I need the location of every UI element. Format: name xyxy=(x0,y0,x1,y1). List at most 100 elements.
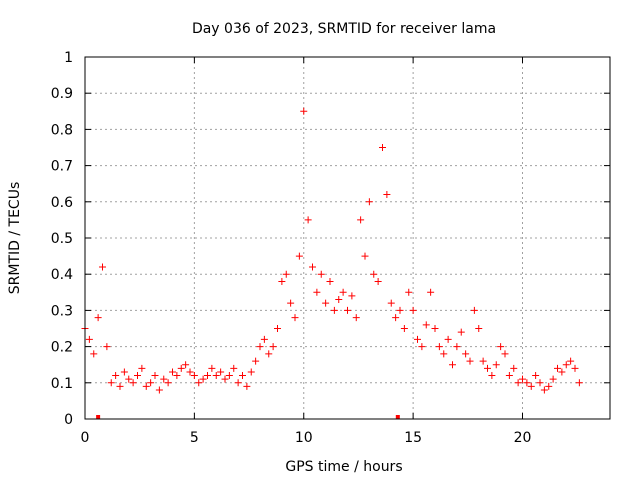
data-point xyxy=(142,382,150,390)
data-point xyxy=(484,364,491,372)
data-point xyxy=(431,325,439,332)
data-point xyxy=(514,379,522,387)
data-point xyxy=(335,296,343,304)
data-point xyxy=(462,350,470,358)
data-point xyxy=(400,325,408,332)
data-point xyxy=(204,372,211,380)
data-point xyxy=(527,382,535,390)
data-point xyxy=(147,379,155,387)
data-point xyxy=(282,270,290,278)
data-point xyxy=(457,328,465,336)
data-point xyxy=(291,314,299,322)
grid-lines xyxy=(85,57,610,419)
data-point xyxy=(488,372,496,380)
data-point xyxy=(392,314,400,322)
data-point xyxy=(558,368,566,376)
axis-ticks: 00.10.20.30.40.50.60.70.80.910 5 10 15 20 xyxy=(51,50,610,446)
y-tick-label: 0.6 xyxy=(51,195,73,211)
data-point xyxy=(562,361,570,369)
data-point xyxy=(549,375,557,383)
data-point xyxy=(322,299,330,307)
y-tick-label: 0.8 xyxy=(51,122,73,138)
gap-marker xyxy=(395,415,400,419)
y-tick-label: 0.3 xyxy=(51,303,73,319)
data-point xyxy=(470,306,478,314)
data-point xyxy=(326,277,334,285)
x-tick-label: 0 xyxy=(81,430,90,446)
data-point xyxy=(361,252,369,260)
x-tick-label: 5 xyxy=(190,430,199,446)
data-point xyxy=(234,379,242,387)
data-point xyxy=(208,364,216,372)
data-point xyxy=(260,335,268,343)
data-point xyxy=(265,350,273,358)
data-point xyxy=(221,375,229,383)
data-point xyxy=(418,343,426,351)
data-point xyxy=(330,306,338,314)
data-point xyxy=(440,350,448,358)
data-point xyxy=(85,335,93,343)
x-axis-title: GPS time / hours xyxy=(285,459,402,475)
data-point xyxy=(155,386,163,394)
data-point xyxy=(107,379,115,387)
data-point xyxy=(466,357,474,365)
data-point xyxy=(414,335,421,343)
y-tick-label: 0.5 xyxy=(51,231,73,247)
x-tick-label: 10 xyxy=(295,430,313,446)
data-point xyxy=(409,306,417,314)
data-point xyxy=(427,288,435,296)
data-point xyxy=(304,216,312,224)
data-point xyxy=(186,368,194,376)
data-point xyxy=(571,364,579,372)
data-point xyxy=(567,357,575,365)
data-point xyxy=(540,386,548,394)
data-point xyxy=(396,306,404,314)
data-point xyxy=(274,325,281,332)
data-point xyxy=(278,277,286,285)
data-point xyxy=(313,288,321,296)
data-point xyxy=(545,382,553,390)
data-points xyxy=(81,107,583,394)
data-point xyxy=(90,350,98,358)
data-point xyxy=(475,325,483,332)
data-point xyxy=(536,379,544,387)
data-point xyxy=(120,368,128,376)
y-tick-label: 0.9 xyxy=(51,86,73,102)
data-point xyxy=(195,379,203,387)
data-point xyxy=(505,372,513,380)
data-point xyxy=(169,368,176,376)
data-point xyxy=(519,375,526,383)
data-point xyxy=(256,343,264,351)
data-point xyxy=(103,343,111,351)
data-point xyxy=(217,368,225,376)
data-point xyxy=(453,343,461,351)
y-axis-title: SRMTID / TECUs xyxy=(7,182,23,295)
data-point xyxy=(177,364,185,372)
data-point xyxy=(532,372,540,380)
data-point xyxy=(510,364,518,372)
data-point xyxy=(501,350,509,358)
data-point xyxy=(134,372,141,380)
data-point xyxy=(269,343,277,351)
data-point xyxy=(190,372,198,380)
data-point xyxy=(497,343,505,351)
data-point xyxy=(99,263,106,271)
data-point xyxy=(479,357,487,365)
data-point xyxy=(309,263,316,271)
data-point xyxy=(344,306,351,314)
y-tick-label: 0.7 xyxy=(51,159,73,175)
data-point xyxy=(352,314,360,322)
data-point xyxy=(295,252,303,260)
data-point xyxy=(492,361,500,369)
data-point xyxy=(225,372,233,380)
data-point xyxy=(348,292,356,300)
data-point xyxy=(164,379,172,387)
data-point xyxy=(230,364,238,372)
data-point xyxy=(173,372,181,380)
data-point xyxy=(116,382,124,390)
data-point xyxy=(435,343,443,351)
data-point xyxy=(383,191,391,199)
data-point xyxy=(243,382,251,390)
data-point xyxy=(422,321,430,329)
